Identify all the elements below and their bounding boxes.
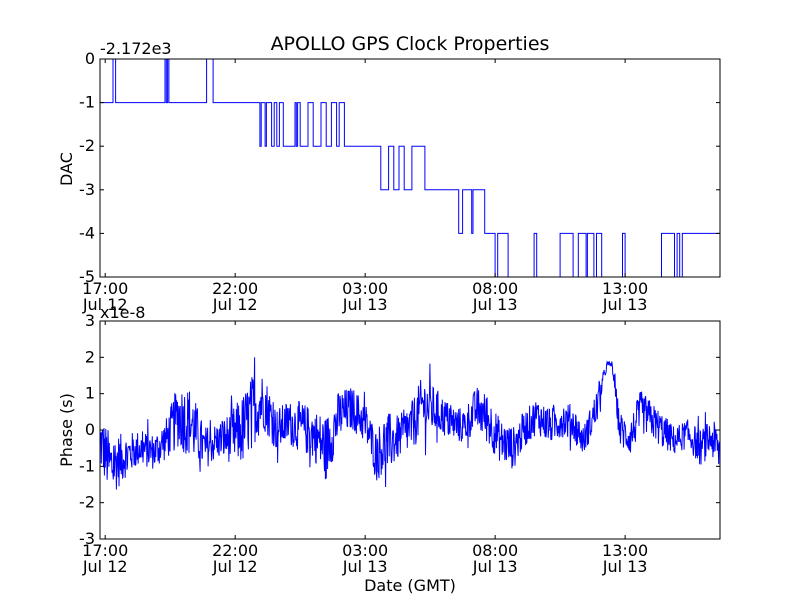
dac-xtick-date: Jul 13 <box>342 295 388 314</box>
phase-y-ticks: 3 2 1 0 -1 -2 -3 <box>79 311 720 548</box>
phase-series-line-0 <box>100 357 720 490</box>
dac-ytick-label: -2 <box>79 136 95 155</box>
phase-ytick-label: 0 <box>85 420 95 439</box>
phase-ytick-label: 3 <box>85 311 95 330</box>
phase-ytick-label: -2 <box>79 493 95 512</box>
phase-xtick-time: 22:00 <box>212 541 258 560</box>
dac-y-ticks: 0 -1 -2 -3 -4 -5 <box>79 49 720 286</box>
dac-y-axis-label: DAC <box>57 152 76 186</box>
phase-ytick-label: 2 <box>85 347 95 366</box>
dac-xtick-time: 08:00 <box>472 279 518 298</box>
dac-ytick-label: -1 <box>79 93 95 112</box>
phase-xtick-date: Jul 13 <box>602 557 648 576</box>
dac-xtick-time: 13:00 <box>602 279 648 298</box>
dac-ytick-label: 0 <box>85 49 95 68</box>
phase-xtick-time: 08:00 <box>472 541 518 560</box>
phase-xtick-date: Jul 13 <box>472 557 518 576</box>
dac-xtick-date: Jul 13 <box>472 295 518 314</box>
dac-xtick-time: 03:00 <box>342 279 388 298</box>
phase-y-axis-label: Phase (s) <box>57 393 76 467</box>
phase-ytick-label: 1 <box>85 384 95 403</box>
dac-series-line-0 <box>100 59 720 277</box>
dac-ytick-label: -5 <box>79 267 95 286</box>
dac-xtick-time: 17:00 <box>82 279 128 298</box>
phase-ytick-label: -1 <box>79 456 95 475</box>
dac-ytick-label: -3 <box>79 180 95 199</box>
dac-ytick-label: -4 <box>79 223 95 242</box>
chart-title: APOLLO GPS Clock Properties <box>271 33 550 55</box>
dac-xtick-date: Jul 12 <box>212 295 258 314</box>
dac-xtick-date: Jul 13 <box>602 295 648 314</box>
dac-plot-area <box>100 59 720 277</box>
phase-xtick-date: Jul 13 <box>342 557 388 576</box>
phase-ytick-label: -3 <box>79 529 95 548</box>
dac-offset-label: -2.172e3 <box>100 39 172 58</box>
phase-xtick-date: Jul 12 <box>212 557 258 576</box>
dac-axes-frame <box>99 58 721 278</box>
dac-xtick-date: Jul 12 <box>82 295 128 314</box>
x-axis-label: Date (GMT) <box>364 576 456 595</box>
phase-xtick-date: Jul 12 <box>82 557 128 576</box>
phase-offset-label: x1e-8 <box>100 303 145 322</box>
dac-xtick-time: 22:00 <box>212 279 258 298</box>
phase-plot-area <box>100 357 720 490</box>
phase-xtick-time: 03:00 <box>342 541 388 560</box>
phase-xtick-time: 13:00 <box>602 541 648 560</box>
phase-xtick-time: 17:00 <box>82 541 128 560</box>
